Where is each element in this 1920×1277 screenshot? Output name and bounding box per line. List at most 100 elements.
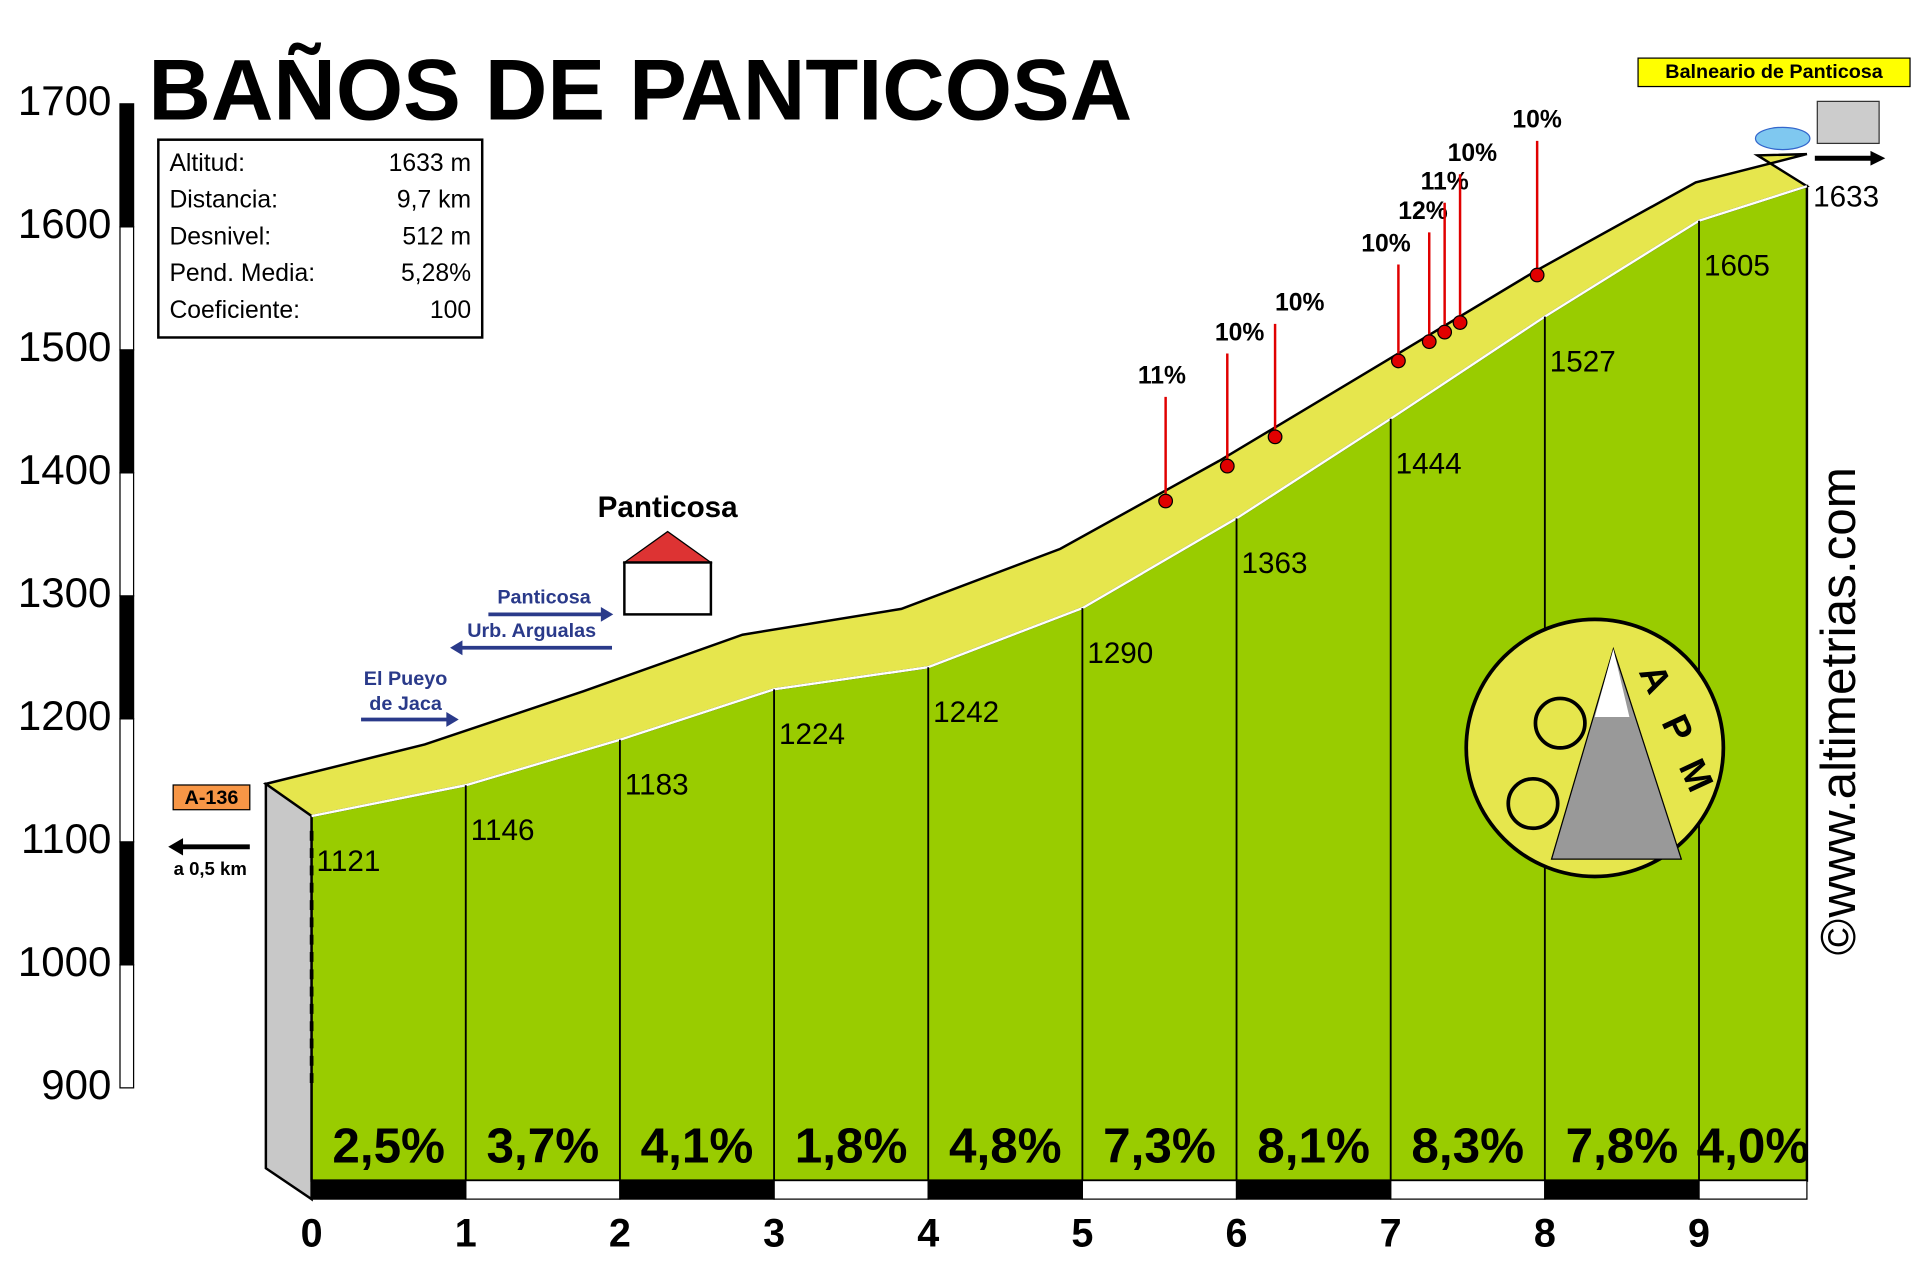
road-box: [172, 784, 251, 811]
km-bar: [1390, 1179, 1546, 1200]
copyright: ©: [1811, 919, 1866, 955]
steep-label: 12%: [1398, 198, 1447, 225]
steep-label: 11%: [1421, 168, 1469, 195]
y-tick-label: 1200: [18, 692, 111, 739]
logo-wheel: [1506, 776, 1560, 831]
elevation-label: 1605: [1704, 249, 1770, 282]
logo-mountain: [1550, 646, 1683, 860]
info-label: Altitud:: [169, 150, 245, 177]
steep-label: 10%: [1448, 140, 1497, 167]
spa-building: [1816, 100, 1880, 145]
km-bar: [619, 1179, 775, 1200]
km-bar: [1544, 1179, 1700, 1200]
elevation-label: 1146: [471, 814, 535, 847]
website: www.altimetrias.com: [1811, 467, 1866, 919]
elevation-label: 1183: [625, 769, 689, 802]
axis-segment: [119, 595, 135, 720]
steep-point: [1390, 353, 1406, 369]
info-label: Pend. Media:: [169, 260, 315, 287]
segment-gradient: 4,1%: [641, 1119, 754, 1174]
km-bar: [465, 1179, 621, 1200]
y-tick-label: 1300: [18, 569, 111, 616]
segment-gradient: 4,8%: [949, 1119, 1062, 1174]
info-value: 9,7 km: [397, 187, 471, 214]
km-bar: [1081, 1179, 1238, 1200]
steep-point: [1452, 315, 1468, 330]
segment-gradient: 7,8%: [1566, 1119, 1679, 1174]
km-bar: [1698, 1179, 1808, 1200]
axis-segment: [119, 103, 135, 228]
elevation-label: 1290: [1087, 637, 1153, 670]
y-tick-label: 1100: [21, 815, 111, 862]
x-tick-label: 8: [1534, 1212, 1556, 1256]
steep-label: 10%: [1275, 290, 1324, 317]
steep-point: [1267, 429, 1283, 445]
steep-point: [1437, 324, 1453, 340]
direction-label: de Jaca: [369, 693, 443, 715]
info-label: Distancia:: [169, 187, 278, 214]
info-value: 100: [430, 297, 471, 324]
axis-segment: [119, 718, 135, 843]
km-bar: [773, 1179, 929, 1200]
direction-label: Urb. Argualas: [467, 620, 596, 642]
km-bar: [310, 1179, 467, 1200]
info-value: 5,28%: [401, 260, 471, 287]
y-tick-label: 1400: [18, 446, 111, 493]
direction-arrowhead: [446, 712, 459, 727]
town-house: [623, 561, 713, 616]
segment-gradient: 3,7%: [486, 1119, 599, 1174]
road-name: A-136: [185, 787, 239, 809]
elevation-label: 1444: [1396, 448, 1462, 481]
km-bar: [927, 1179, 1084, 1200]
x-tick-label: 0: [301, 1212, 323, 1256]
x-tick-label: 2: [609, 1212, 631, 1256]
steep-label: 11%: [1138, 363, 1186, 390]
steep-point: [1529, 267, 1545, 283]
y-tick-label: 1000: [18, 938, 111, 985]
steep-label: 10%: [1215, 319, 1264, 346]
info-label: Coeficiente:: [169, 297, 300, 324]
end-arrowhead: [1870, 150, 1886, 166]
side-face: [264, 782, 313, 1202]
elevation-label: 1242: [933, 696, 999, 729]
elevation-label: 1224: [779, 718, 845, 751]
segment-gradient: 4,0%: [1697, 1119, 1810, 1174]
info-label: Desnivel:: [169, 223, 271, 250]
elevation-label: 1363: [1241, 547, 1307, 580]
direction-arrowhead: [450, 640, 463, 656]
x-tick-label: 3: [763, 1212, 785, 1256]
x-tick-label: 7: [1380, 1212, 1402, 1256]
road-distance: a 0,5 km: [174, 858, 247, 879]
elevation-label: 1527: [1550, 345, 1616, 378]
logo-snow: [1594, 649, 1630, 717]
km-bar: [1235, 1179, 1392, 1200]
axis-segment: [119, 472, 135, 597]
road-arrowhead: [168, 838, 184, 856]
direction-label: El Pueyo: [364, 668, 447, 690]
steep-point: [1158, 493, 1174, 509]
info-box: Altitud: 1633 m Distancia: 9,7 km Desnivel: 5…: [157, 138, 484, 339]
town-name: Panticosa: [598, 491, 739, 524]
y-tick-label: 1700: [18, 77, 111, 124]
y-tick-label: 1500: [18, 323, 111, 370]
steep-point: [1421, 334, 1437, 350]
direction-arrowhead: [600, 606, 614, 622]
x-tick-label: 4: [917, 1212, 939, 1256]
destination-box: [1637, 57, 1911, 88]
axis-segment: [119, 349, 135, 474]
y-tick-label: 1600: [18, 200, 111, 247]
x-tick-label: 5: [1071, 1212, 1093, 1256]
axis-segment: [119, 964, 135, 1089]
steep-label: 10%: [1512, 107, 1561, 134]
lake: [1754, 126, 1811, 151]
segment-gradient: 2,5%: [332, 1119, 445, 1174]
elevation-label: 1633: [1813, 180, 1879, 213]
info-value: 512 m: [402, 223, 471, 250]
axis-segment: [119, 841, 135, 966]
y-tick-label: 900: [41, 1061, 111, 1108]
steep-label: 10%: [1361, 230, 1410, 257]
segment-gradient: 7,3%: [1103, 1119, 1216, 1174]
logo-wheel: [1533, 696, 1587, 750]
x-tick-label: 9: [1688, 1212, 1710, 1256]
